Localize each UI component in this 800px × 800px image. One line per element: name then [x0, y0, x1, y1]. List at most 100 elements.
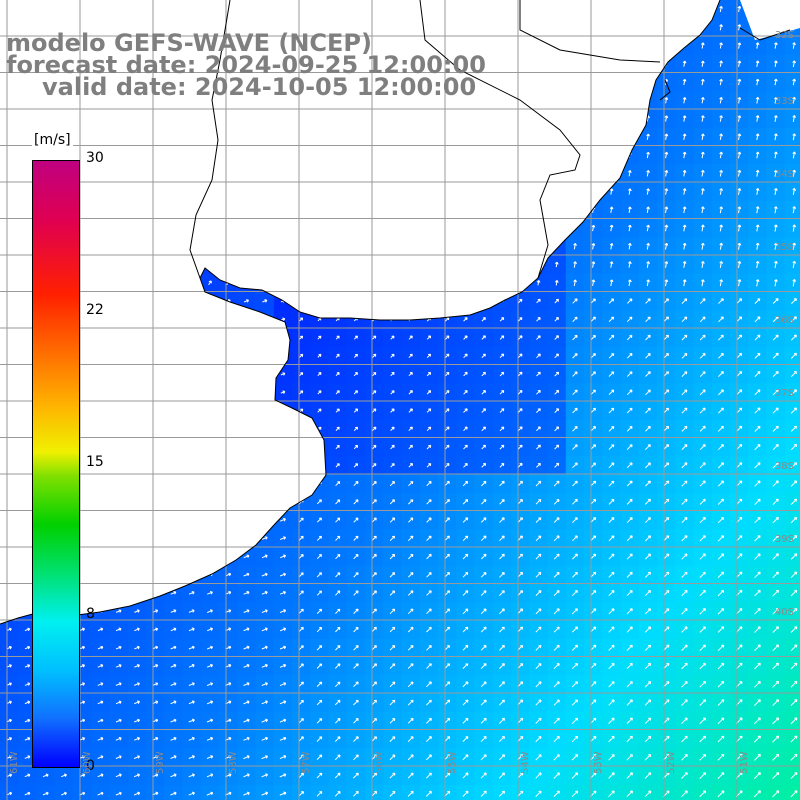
- wind-speed-cell: [766, 784, 786, 800]
- wind-arrow: [280, 390, 286, 394]
- wind-arrow: [755, 78, 760, 86]
- wind-speed-cell: [784, 711, 800, 731]
- wind-speed-cell: [638, 675, 658, 695]
- lon-label: 54W: [520, 751, 531, 774]
- wind-arrow: [755, 260, 760, 269]
- wind-arrow: [645, 298, 651, 304]
- wind-arrow: [772, 352, 779, 359]
- wind-arrow: [645, 389, 651, 396]
- wind-arrow: [517, 298, 523, 304]
- wind-arrow: [628, 206, 632, 213]
- wind-speed-cell: [310, 346, 330, 366]
- wind-arrow: [754, 334, 761, 341]
- colorbar: [32, 160, 80, 768]
- wind-speed-cell: [237, 711, 257, 731]
- wind-arrow: [755, 96, 760, 104]
- wind-arrow: [517, 390, 523, 395]
- wind-arrow: [664, 242, 669, 250]
- wind-arrow: [737, 115, 742, 122]
- wind-arrow: [262, 299, 268, 303]
- wind-arrow: [627, 298, 633, 304]
- wind-speed-cell: [456, 419, 476, 439]
- wind-speed-cell: [273, 638, 293, 658]
- wind-arrow: [646, 261, 650, 268]
- wind-arrow: [408, 353, 413, 358]
- wind-arrow: [682, 60, 687, 67]
- wind-speed-cell: [565, 346, 585, 366]
- wind-speed-cell: [310, 748, 330, 768]
- wind-arrow: [353, 372, 358, 377]
- wind-arrow: [664, 261, 669, 268]
- wind-arrow: [517, 426, 523, 432]
- wind-speed-cell: [784, 292, 800, 311]
- wind-arrow: [792, 60, 796, 68]
- wind-speed-cell: [602, 565, 622, 585]
- wind-arrow: [646, 188, 650, 195]
- wind-speed-cell: [273, 383, 293, 403]
- wind-arrow: [792, 133, 796, 141]
- wind-arrow: [774, 151, 778, 159]
- wind-arrow: [335, 372, 340, 377]
- wind-speed-cell: [784, 346, 800, 366]
- wind-arrow: [754, 407, 761, 414]
- wind-speed-cell: [456, 784, 476, 800]
- lat-label: 34S: [774, 169, 794, 180]
- wind-arrow: [774, 206, 778, 214]
- wind-speed-cell: [784, 675, 800, 695]
- wind-speed-cell: [784, 365, 800, 384]
- wind-arrow: [408, 371, 413, 377]
- wind-speed-cell: [273, 784, 293, 800]
- wind-speed-cell: [748, 529, 768, 549]
- wind-arrow: [719, 97, 723, 104]
- wind-arrow: [463, 371, 468, 377]
- wind-speed-cell: [602, 456, 622, 476]
- wind-arrow: [699, 316, 706, 323]
- wind-arrow: [608, 407, 615, 414]
- wind-speed-cell: [638, 748, 658, 768]
- wind-arrow: [499, 317, 505, 322]
- wind-arrow: [681, 334, 688, 341]
- wind-arrow: [445, 353, 450, 358]
- wind-speed-cell: [711, 565, 731, 585]
- wind-arrow: [790, 316, 797, 323]
- wind-arrow: [572, 353, 578, 359]
- wind-arrow: [682, 279, 687, 287]
- wind-arrow: [390, 353, 395, 358]
- wind-speed-cell: [565, 419, 585, 439]
- wind-speed-cell: [310, 784, 330, 800]
- lon-label: 60W: [82, 751, 93, 774]
- wind-arrow: [481, 390, 486, 395]
- wind-speed-cell: [346, 456, 366, 476]
- wind-arrow: [774, 78, 778, 86]
- wind-speed-cell: [638, 492, 658, 512]
- wind-arrow: [772, 298, 779, 304]
- wind-arrow: [737, 96, 742, 104]
- wind-arrow: [790, 371, 797, 378]
- wind-speed-cell: [730, 784, 749, 800]
- wind-speed-cell: [711, 675, 731, 695]
- wind-arrow: [335, 390, 340, 395]
- wind-speed-cell: [492, 383, 512, 403]
- wind-arrow: [772, 444, 779, 451]
- wind-arrow: [609, 188, 614, 195]
- wind-speed-cell: [310, 675, 330, 695]
- wind-arrow: [536, 353, 541, 359]
- wind-arrow: [645, 371, 651, 377]
- wind-arrow: [699, 371, 706, 377]
- wind-speed-cell: [784, 730, 800, 749]
- wind-arrow: [718, 298, 724, 304]
- wind-arrow: [536, 426, 541, 432]
- wind-arrow: [792, 96, 796, 104]
- wind-arrow: [790, 407, 797, 414]
- wind-arrow: [664, 170, 669, 177]
- lat-label: 36S: [774, 315, 794, 326]
- wind-arrow: [699, 407, 706, 414]
- wind-arrow: [681, 425, 688, 432]
- wind-speed-cell: [164, 638, 184, 658]
- wind-speed-cell: [492, 784, 512, 800]
- wind-arrow: [626, 444, 633, 450]
- wind-arrow: [699, 389, 706, 396]
- wind-arrow: [372, 353, 377, 358]
- wind-arrow: [719, 260, 724, 268]
- wind-arrow: [682, 206, 687, 214]
